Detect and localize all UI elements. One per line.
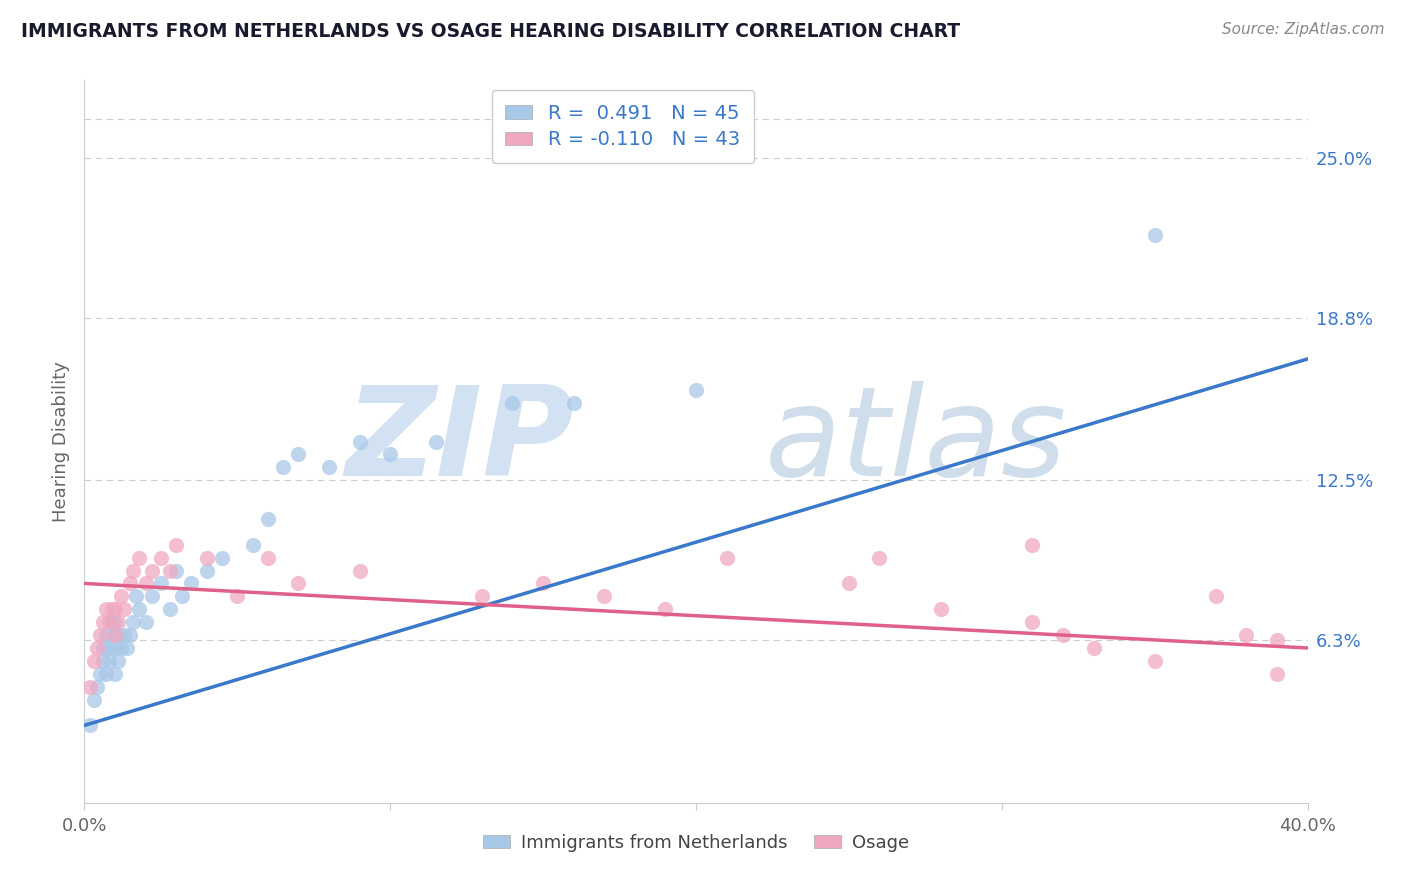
Point xyxy=(1205,590,1227,604)
Point xyxy=(195,564,218,578)
Point xyxy=(91,615,114,630)
Point xyxy=(654,602,676,616)
Point xyxy=(107,654,129,668)
Point xyxy=(104,640,127,655)
Point xyxy=(94,602,117,616)
Point xyxy=(91,654,114,668)
Point xyxy=(1236,628,1258,642)
Point xyxy=(112,628,135,642)
Point xyxy=(86,680,108,694)
Point xyxy=(83,692,105,706)
Point xyxy=(165,564,187,578)
Point xyxy=(120,628,142,642)
Point xyxy=(380,447,402,461)
Point xyxy=(159,564,181,578)
Point xyxy=(349,434,371,449)
Point xyxy=(1265,633,1288,648)
Point xyxy=(101,602,124,616)
Point xyxy=(180,576,202,591)
Point xyxy=(838,576,860,591)
Point xyxy=(257,512,280,526)
Point xyxy=(685,383,707,397)
Point xyxy=(125,590,148,604)
Text: ZIP: ZIP xyxy=(344,381,574,502)
Point xyxy=(172,590,194,604)
Point xyxy=(1143,654,1166,668)
Point xyxy=(79,680,101,694)
Point xyxy=(94,628,117,642)
Point xyxy=(159,602,181,616)
Point xyxy=(593,590,616,604)
Point xyxy=(271,460,294,475)
Point xyxy=(79,718,101,732)
Point xyxy=(86,640,108,655)
Point xyxy=(149,576,172,591)
Text: IMMIGRANTS FROM NETHERLANDS VS OSAGE HEARING DISABILITY CORRELATION CHART: IMMIGRANTS FROM NETHERLANDS VS OSAGE HEA… xyxy=(21,22,960,41)
Point xyxy=(149,550,172,565)
Point xyxy=(94,666,117,681)
Point xyxy=(195,550,218,565)
Point xyxy=(257,550,280,565)
Point xyxy=(287,576,309,591)
Point xyxy=(135,576,157,591)
Point xyxy=(1143,228,1166,243)
Point xyxy=(226,590,249,604)
Point xyxy=(104,602,127,616)
Point xyxy=(104,628,127,642)
Point xyxy=(128,602,150,616)
Point xyxy=(110,640,132,655)
Point xyxy=(107,628,129,642)
Text: atlas: atlas xyxy=(765,381,1067,502)
Point xyxy=(112,602,135,616)
Point xyxy=(242,538,264,552)
Point xyxy=(1265,666,1288,681)
Point xyxy=(318,460,340,475)
Point xyxy=(101,628,124,642)
Point xyxy=(141,590,163,604)
Point xyxy=(97,640,120,655)
Point xyxy=(104,615,127,630)
Point xyxy=(287,447,309,461)
Point xyxy=(89,628,111,642)
Point xyxy=(425,434,447,449)
Point xyxy=(1052,628,1074,642)
Point xyxy=(110,590,132,604)
Point xyxy=(1021,538,1043,552)
Point xyxy=(502,396,524,410)
Point xyxy=(97,654,120,668)
Point xyxy=(97,615,120,630)
Point xyxy=(104,666,127,681)
Point xyxy=(531,576,554,591)
Point xyxy=(122,615,145,630)
Point xyxy=(115,640,138,655)
Point xyxy=(929,602,952,616)
Point xyxy=(869,550,891,565)
Text: Source: ZipAtlas.com: Source: ZipAtlas.com xyxy=(1222,22,1385,37)
Point xyxy=(135,615,157,630)
Point xyxy=(471,590,494,604)
Point xyxy=(141,564,163,578)
Legend: Immigrants from Netherlands, Osage: Immigrants from Netherlands, Osage xyxy=(475,826,917,859)
Point xyxy=(349,564,371,578)
Point xyxy=(101,615,124,630)
Point xyxy=(211,550,233,565)
Point xyxy=(1021,615,1043,630)
Y-axis label: Hearing Disability: Hearing Disability xyxy=(52,361,70,522)
Point xyxy=(165,538,187,552)
Point xyxy=(122,564,145,578)
Point xyxy=(716,550,738,565)
Point xyxy=(128,550,150,565)
Point xyxy=(120,576,142,591)
Point xyxy=(83,654,105,668)
Point xyxy=(107,615,129,630)
Point xyxy=(91,640,114,655)
Point xyxy=(1083,640,1105,655)
Point xyxy=(89,666,111,681)
Point xyxy=(562,396,585,410)
